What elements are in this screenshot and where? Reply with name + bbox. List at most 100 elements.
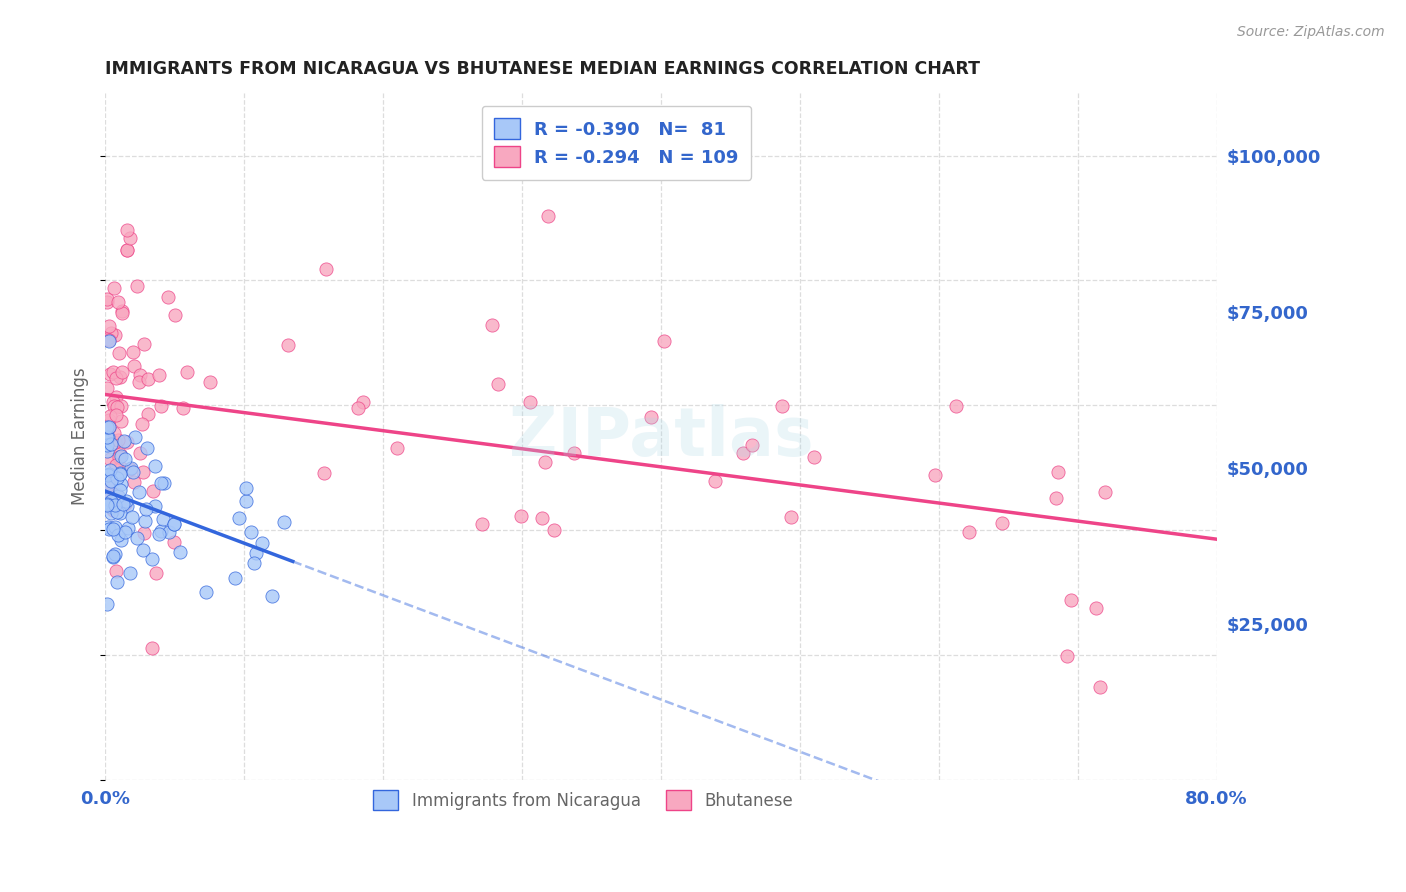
Point [97, 334, 120, 348]
Point [172, 401, 194, 415]
Point [100, 500, 122, 515]
Point [100, 437, 122, 451]
Point [108, 346, 131, 360]
Point [1060, 592, 1083, 607]
Point [96, 430, 118, 444]
Point [128, 375, 150, 389]
Point [924, 468, 946, 483]
Point [107, 295, 129, 310]
Point [100, 494, 122, 508]
Point [107, 528, 129, 542]
Point [152, 512, 174, 526]
Point [235, 494, 257, 508]
Point [135, 501, 157, 516]
Point [163, 517, 186, 532]
Point [96, 497, 118, 511]
Text: Source: ZipAtlas.com: Source: ZipAtlas.com [1237, 25, 1385, 39]
Point [97, 480, 120, 494]
Point [134, 514, 156, 528]
Point [135, 441, 157, 455]
Point [125, 531, 148, 545]
Point [198, 375, 221, 389]
Point [120, 566, 142, 581]
Point [145, 458, 167, 473]
Point [347, 401, 370, 415]
Point [273, 516, 295, 530]
Point [96, 491, 118, 506]
Point [1084, 601, 1107, 615]
Point [1094, 484, 1116, 499]
Point [122, 359, 145, 374]
Point [143, 499, 166, 513]
Point [509, 509, 531, 524]
Point [121, 510, 143, 524]
Point [96, 438, 118, 452]
Point [165, 309, 187, 323]
Point [103, 399, 125, 413]
Point [157, 525, 180, 540]
Point [110, 483, 132, 498]
Point [97, 467, 120, 482]
Point [103, 281, 125, 295]
Point [145, 566, 167, 581]
Point [169, 545, 191, 559]
Point [98, 451, 121, 466]
Point [104, 498, 127, 512]
Point [110, 414, 132, 428]
Point [148, 368, 170, 382]
Text: ZIPatlas: ZIPatlas [509, 404, 813, 470]
Point [97, 477, 120, 491]
Point [107, 574, 129, 589]
Point [98, 419, 121, 434]
Point [195, 584, 218, 599]
Point [104, 547, 127, 561]
Point [105, 471, 128, 485]
Point [115, 434, 138, 449]
Point [110, 476, 132, 491]
Point [97, 429, 120, 443]
Point [149, 476, 172, 491]
Point [117, 520, 139, 534]
Point [118, 462, 141, 476]
Point [96, 292, 118, 306]
Point [132, 543, 155, 558]
Point [245, 546, 267, 560]
Point [387, 441, 409, 455]
Point [163, 535, 186, 549]
Point [100, 474, 122, 488]
Point [152, 476, 174, 491]
Point [481, 318, 503, 332]
Point [315, 262, 337, 277]
Point [240, 524, 263, 539]
Point [108, 466, 131, 480]
Point [96, 332, 118, 346]
Point [519, 394, 541, 409]
Point [104, 519, 127, 533]
Point [131, 417, 153, 431]
Point [136, 372, 159, 386]
Point [533, 455, 555, 469]
Point [235, 481, 257, 495]
Point [128, 446, 150, 460]
Point [156, 290, 179, 304]
Point [104, 328, 127, 343]
Point [98, 467, 121, 481]
Point [471, 516, 494, 531]
Point [110, 533, 132, 548]
Point [132, 465, 155, 479]
Point [101, 549, 124, 564]
Point [107, 434, 129, 448]
Point [1047, 465, 1070, 479]
Point [105, 564, 128, 578]
Point [537, 209, 560, 223]
Point [97, 522, 120, 536]
Point [104, 458, 127, 472]
Point [97, 520, 120, 534]
Point [352, 394, 374, 409]
Point [101, 549, 124, 563]
Point [262, 589, 284, 603]
Point [562, 446, 585, 460]
Point [96, 420, 118, 434]
Point [224, 571, 246, 585]
Point [112, 497, 135, 511]
